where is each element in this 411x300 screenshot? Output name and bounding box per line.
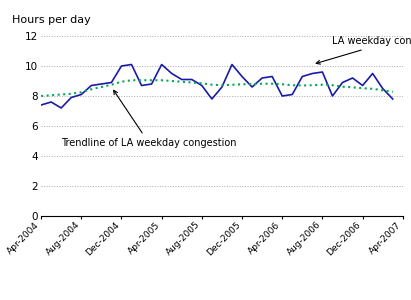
Text: LA weekday congestion: LA weekday congestion — [316, 37, 411, 64]
Text: Hours per day: Hours per day — [12, 15, 91, 25]
Text: Trendline of LA weekday congestion: Trendline of LA weekday congestion — [61, 90, 237, 148]
